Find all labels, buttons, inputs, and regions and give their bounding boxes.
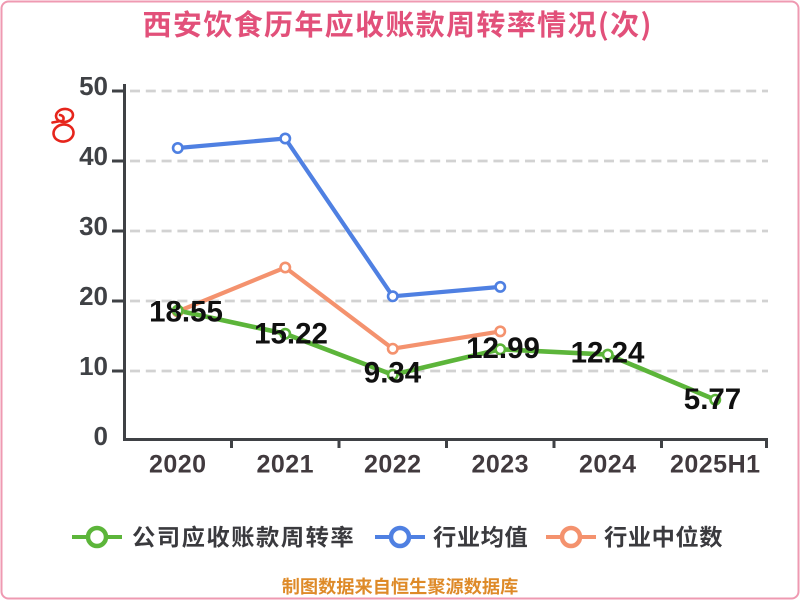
svg-text:2022: 2022 bbox=[364, 451, 422, 479]
svg-text:12.24: 12.24 bbox=[571, 336, 645, 369]
svg-text:18.55: 18.55 bbox=[149, 295, 223, 328]
svg-text:0: 0 bbox=[94, 421, 108, 451]
svg-text:2024: 2024 bbox=[579, 451, 637, 479]
svg-text:40: 40 bbox=[79, 141, 108, 171]
svg-text:15.22: 15.22 bbox=[254, 317, 328, 350]
svg-text:2025H1: 2025H1 bbox=[670, 451, 761, 479]
svg-text:2020: 2020 bbox=[149, 451, 207, 479]
svg-text:50: 50 bbox=[79, 71, 108, 101]
svg-text:10: 10 bbox=[79, 351, 108, 381]
svg-text:30: 30 bbox=[79, 211, 108, 241]
svg-text:20: 20 bbox=[79, 281, 108, 311]
svg-text:9.34: 9.34 bbox=[364, 356, 422, 389]
svg-text:12.99: 12.99 bbox=[466, 332, 540, 365]
svg-text:2023: 2023 bbox=[471, 451, 529, 479]
svg-text:2021: 2021 bbox=[256, 451, 314, 479]
svg-text:5.77: 5.77 bbox=[684, 383, 741, 416]
